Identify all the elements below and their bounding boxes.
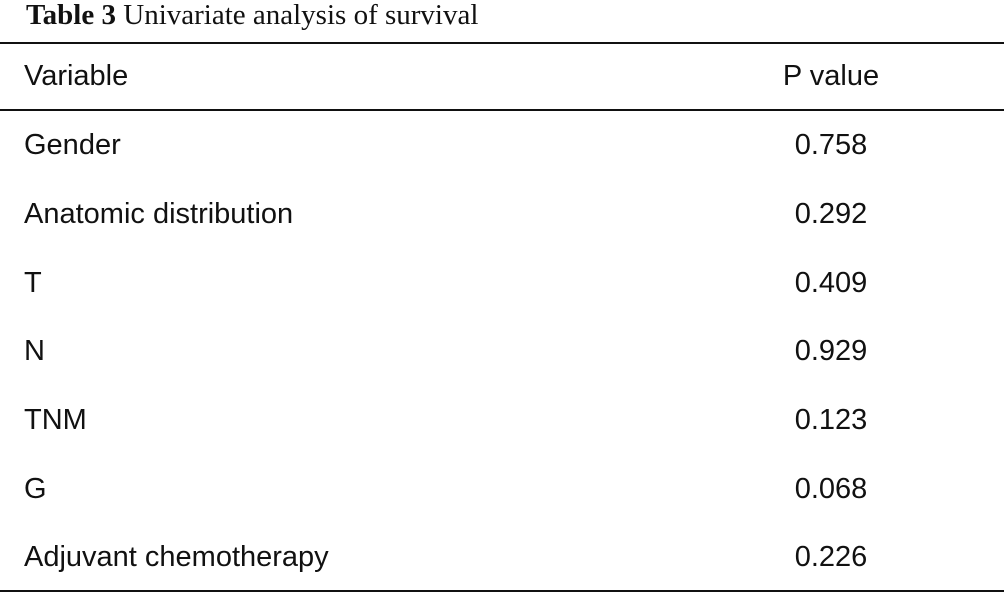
top-rule (0, 42, 1004, 44)
row-p-value: 0.068 (794, 473, 868, 505)
row-p-value: 0.226 (794, 541, 868, 573)
row-variable: N (24, 335, 45, 367)
row-p-value: 0.758 (794, 129, 868, 161)
table-caption-text: Univariate analysis of survival (123, 0, 479, 31)
row-variable: Anatomic distribution (24, 198, 294, 230)
row-variable: Adjuvant chemotherapy (24, 541, 329, 573)
table-caption-label: Table 3 (26, 0, 116, 31)
header-p-value: P value (782, 60, 880, 92)
table-caption: Table 3 Univariate analysis of survival (26, 0, 478, 32)
header-rule (0, 109, 1004, 111)
row-variable: G (24, 473, 47, 505)
bottom-rule (0, 590, 1004, 592)
row-variable: TNM (24, 404, 87, 436)
row-variable: T (24, 267, 42, 299)
row-p-value: 0.123 (794, 404, 868, 436)
row-variable: Gender (24, 129, 121, 161)
header-variable: Variable (24, 60, 129, 92)
row-p-value: 0.409 (794, 267, 868, 299)
row-p-value: 0.292 (794, 198, 868, 230)
row-p-value: 0.929 (794, 335, 868, 367)
